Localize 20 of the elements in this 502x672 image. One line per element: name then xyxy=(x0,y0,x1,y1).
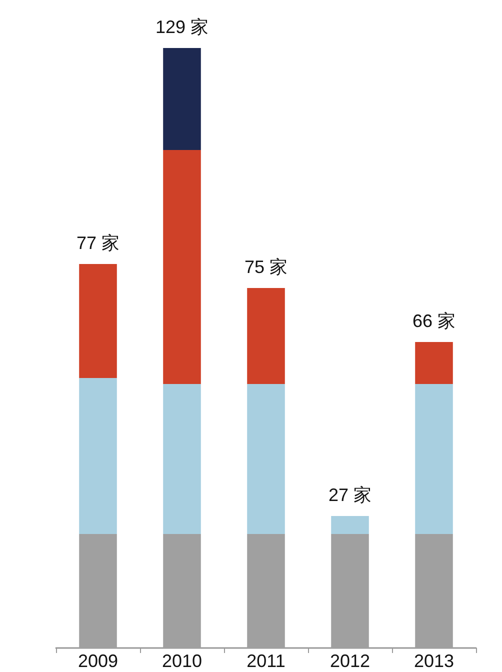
x-tick-label: 2011 xyxy=(246,651,286,671)
bar xyxy=(79,378,117,534)
annotation: 75 家 xyxy=(244,257,288,277)
x-tick-label: 2013 xyxy=(414,651,454,671)
bar xyxy=(163,384,201,534)
annotation: 77 家 xyxy=(76,233,120,253)
x-tick-label: 2010 xyxy=(162,651,202,671)
bar xyxy=(415,342,453,384)
x-tick-label: 2012 xyxy=(330,651,370,671)
x-tick-label: 2009 xyxy=(78,651,118,671)
annotation: 27 家 xyxy=(328,485,372,505)
bar xyxy=(247,288,285,384)
bar xyxy=(163,150,201,384)
annotation: 129 家 xyxy=(155,17,209,37)
bar xyxy=(331,516,369,534)
bar xyxy=(79,264,117,378)
bar xyxy=(247,384,285,534)
annotation: 66 家 xyxy=(412,311,456,331)
bar xyxy=(163,48,201,150)
bar xyxy=(415,384,453,534)
